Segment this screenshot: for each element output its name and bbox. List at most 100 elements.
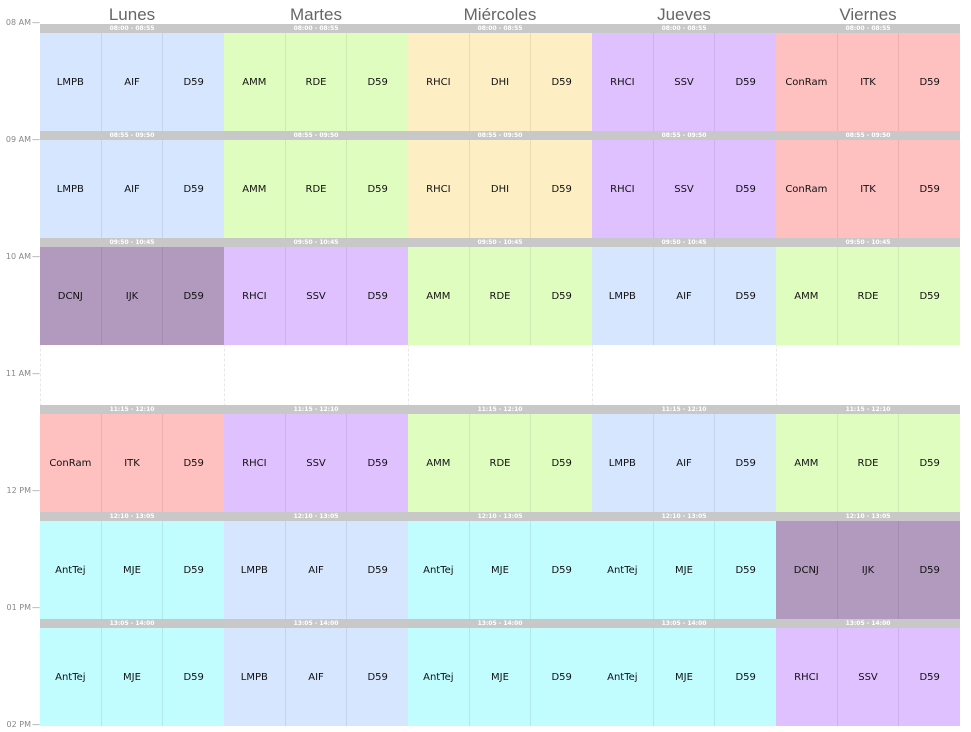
class-cell[interactable]: SSV <box>286 247 348 345</box>
class-cell[interactable]: AMM <box>408 414 470 512</box>
class-cell[interactable]: RHCI <box>408 140 470 238</box>
class-cell[interactable]: RDE <box>838 247 900 345</box>
class-block[interactable]: 09:50 - 10:45 RHCI SSV D59 <box>224 238 408 345</box>
class-block[interactable]: 11:15 - 12:10 LMPB AIF D59 <box>592 405 776 512</box>
class-block[interactable]: 08:00 - 08:55 ConRam ITK D59 <box>776 24 960 131</box>
class-block[interactable]: 08:00 - 08:55 RHCI SSV D59 <box>592 24 776 131</box>
class-cell[interactable]: ConRam <box>776 140 838 238</box>
class-cell[interactable]: AMM <box>224 33 286 131</box>
class-cell[interactable]: D59 <box>735 564 756 576</box>
class-cell[interactable]: D59 <box>367 290 388 302</box>
class-cell[interactable]: MJE <box>470 521 532 619</box>
class-block[interactable]: 13:05 - 14:00 RHCI SSV D59 <box>776 619 960 726</box>
class-cell[interactable]: MJE <box>102 628 164 726</box>
class-block[interactable]: 13:05 - 14:00 AntTej MJE D59 <box>408 619 592 726</box>
class-cell[interactable]: D59 <box>367 457 388 469</box>
class-cell[interactable]: AMM <box>408 247 470 345</box>
class-cell[interactable]: RDE <box>470 414 532 512</box>
class-block[interactable]: 08:00 - 08:55 AMM RDE D59 <box>224 24 408 131</box>
class-cell[interactable]: RHCI <box>592 33 654 131</box>
class-cell[interactable]: D59 <box>735 183 756 195</box>
class-cell[interactable]: D59 <box>183 457 204 469</box>
class-cell[interactable]: LMPB <box>40 140 102 238</box>
class-cell[interactable]: AIF <box>654 247 716 345</box>
class-cell[interactable]: ITK <box>838 140 900 238</box>
class-block[interactable]: 13:05 - 14:00 AntTej MJE D59 <box>40 619 224 726</box>
class-block[interactable]: 08:00 - 08:55 LMPB AIF D59 <box>40 24 224 131</box>
class-block[interactable]: 09:50 - 10:45 DCNJ IJK D59 <box>40 238 224 345</box>
class-cell[interactable]: D59 <box>551 290 572 302</box>
class-cell[interactable]: ITK <box>102 414 164 512</box>
class-cell[interactable]: ITK <box>838 33 900 131</box>
class-block[interactable]: 09:50 - 10:45 AMM RDE D59 <box>408 238 592 345</box>
class-cell[interactable]: AntTej <box>592 521 654 619</box>
class-block[interactable]: 08:00 - 08:55 RHCI DHI D59 <box>408 24 592 131</box>
class-block[interactable]: 11:15 - 12:10 ConRam ITK D59 <box>40 405 224 512</box>
class-cell[interactable]: D59 <box>551 457 572 469</box>
class-cell[interactable]: LMPB <box>592 247 654 345</box>
class-block[interactable]: 11:15 - 12:10 AMM RDE D59 <box>408 405 592 512</box>
class-cell[interactable]: D59 <box>735 290 756 302</box>
class-cell[interactable]: AIF <box>286 628 348 726</box>
class-cell[interactable]: D59 <box>183 183 204 195</box>
class-cell[interactable]: DCNJ <box>40 247 102 345</box>
class-block[interactable]: 12:10 - 13:05 AntTej MJE D59 <box>592 512 776 619</box>
class-cell[interactable]: D59 <box>183 564 204 576</box>
class-block[interactable]: 08:55 - 09:50 RHCI SSV D59 <box>592 131 776 238</box>
class-cell[interactable]: RHCI <box>776 628 838 726</box>
class-cell[interactable]: D59 <box>735 671 756 683</box>
class-cell[interactable]: LMPB <box>40 33 102 131</box>
class-cell[interactable]: AntTej <box>40 628 102 726</box>
class-cell[interactable]: D59 <box>183 671 204 683</box>
class-cell[interactable]: D59 <box>919 564 940 576</box>
class-cell[interactable]: RDE <box>286 33 348 131</box>
class-cell[interactable]: D59 <box>551 671 572 683</box>
class-cell[interactable]: AIF <box>102 33 164 131</box>
class-block[interactable]: 12:10 - 13:05 AntTej MJE D59 <box>408 512 592 619</box>
class-cell[interactable]: D59 <box>367 564 388 576</box>
class-block[interactable]: 13:05 - 14:00 LMPB AIF D59 <box>224 619 408 726</box>
class-cell[interactable]: ConRam <box>40 414 102 512</box>
class-block[interactable]: 08:55 - 09:50 ConRam ITK D59 <box>776 131 960 238</box>
class-cell[interactable]: RHCI <box>592 140 654 238</box>
class-block[interactable]: 08:55 - 09:50 RHCI DHI D59 <box>408 131 592 238</box>
class-block[interactable]: 13:05 - 14:00 AntTej MJE D59 <box>592 619 776 726</box>
class-cell[interactable]: D59 <box>735 457 756 469</box>
class-cell[interactable]: D59 <box>919 457 940 469</box>
class-block[interactable]: 09:50 - 10:45 AMM RDE D59 <box>776 238 960 345</box>
class-cell[interactable]: AMM <box>776 414 838 512</box>
class-cell[interactable]: MJE <box>654 628 716 726</box>
class-cell[interactable]: DCNJ <box>776 521 838 619</box>
class-cell[interactable]: DHI <box>470 33 532 131</box>
class-cell[interactable]: D59 <box>919 671 940 683</box>
class-cell[interactable]: D59 <box>367 76 388 88</box>
class-cell[interactable]: RHCI <box>224 247 286 345</box>
class-cell[interactable]: AMM <box>224 140 286 238</box>
class-cell[interactable]: AntTej <box>40 521 102 619</box>
class-cell[interactable]: D59 <box>551 564 572 576</box>
class-cell[interactable]: LMPB <box>224 521 286 619</box>
class-cell[interactable]: AntTej <box>592 628 654 726</box>
class-cell[interactable]: SSV <box>654 33 716 131</box>
class-cell[interactable]: IJK <box>102 247 164 345</box>
class-cell[interactable]: D59 <box>735 76 756 88</box>
class-cell[interactable]: SSV <box>654 140 716 238</box>
class-cell[interactable]: MJE <box>470 628 532 726</box>
class-block[interactable]: 08:55 - 09:50 LMPB AIF D59 <box>40 131 224 238</box>
class-cell[interactable]: D59 <box>919 183 940 195</box>
class-cell[interactable]: MJE <box>654 521 716 619</box>
class-cell[interactable]: RHCI <box>224 414 286 512</box>
class-cell[interactable]: D59 <box>919 76 940 88</box>
class-cell[interactable]: SSV <box>838 628 900 726</box>
class-cell[interactable]: RDE <box>838 414 900 512</box>
class-cell[interactable]: D59 <box>551 183 572 195</box>
class-cell[interactable]: AntTej <box>408 521 470 619</box>
class-cell[interactable]: RDE <box>286 140 348 238</box>
class-cell[interactable]: D59 <box>183 76 204 88</box>
class-cell[interactable]: D59 <box>367 183 388 195</box>
class-cell[interactable]: SSV <box>286 414 348 512</box>
class-cell[interactable]: D59 <box>183 290 204 302</box>
class-block[interactable]: 12:10 - 13:05 LMPB AIF D59 <box>224 512 408 619</box>
class-block[interactable]: 11:15 - 12:10 AMM RDE D59 <box>776 405 960 512</box>
class-cell[interactable]: AMM <box>776 247 838 345</box>
